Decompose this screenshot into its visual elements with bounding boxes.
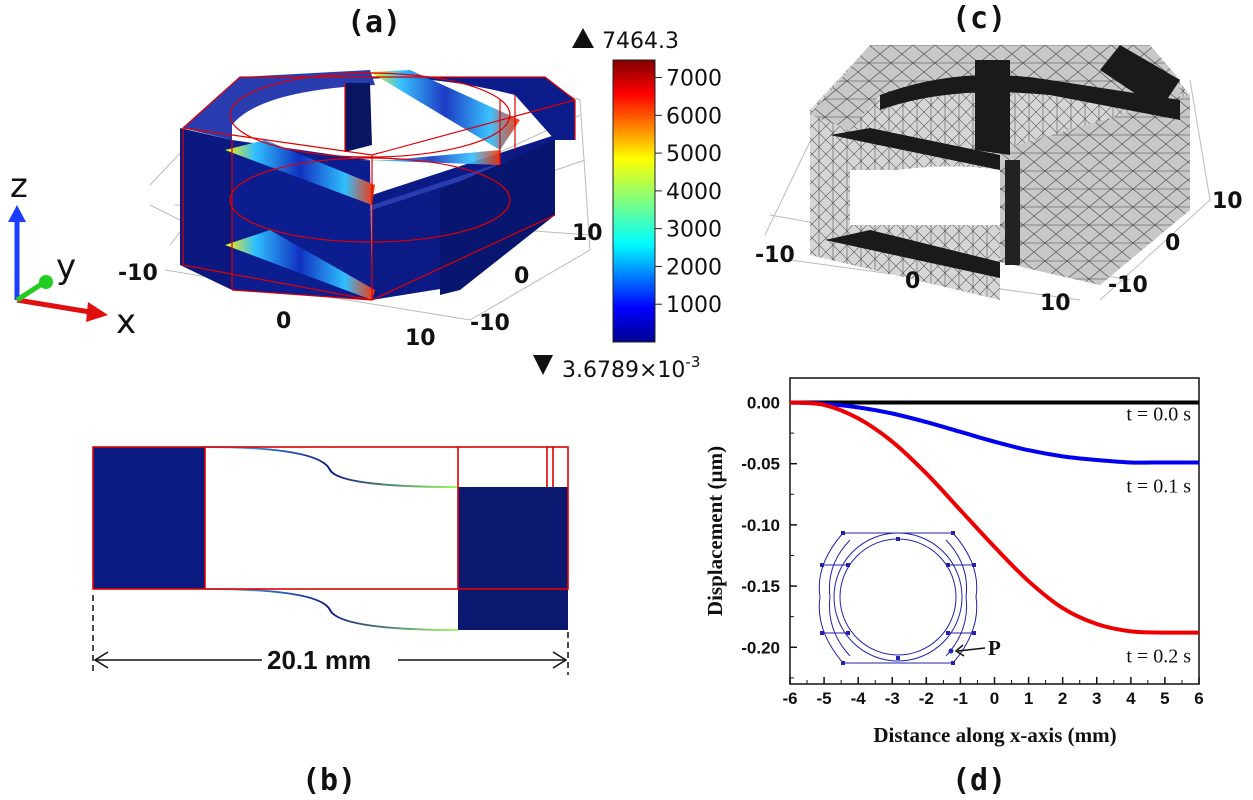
panel-b: 20.1 mm (b): [92, 446, 569, 798]
x-tick-label: -1: [953, 689, 968, 708]
y-tick-label: 0.00: [747, 393, 780, 412]
x-tick-label: 6: [1194, 689, 1203, 708]
y-tick: 10: [572, 221, 603, 246]
x-tick: 10: [405, 326, 436, 351]
y-tick-label: -0.15: [741, 577, 780, 596]
x-tick-label: 3: [1092, 689, 1101, 708]
x-tick-label: 5: [1160, 689, 1169, 708]
panel-a-wireframe: [182, 72, 576, 301]
panel-c: (c) -10 0 10 10 0 -10: [755, 1, 1243, 316]
upper-flexure: [204, 446, 459, 488]
y-tick: 0: [1165, 231, 1180, 256]
y-tick: -10: [470, 311, 510, 336]
lower-flexure: [204, 588, 459, 631]
panel-b-label: (b): [302, 763, 356, 798]
colorbar-min-exponent: -3: [685, 353, 700, 371]
panel-d: -6 -5 -4 -3 -2 -1 0 1 2 3 4 5 6 0.00 -0.05 -0.10 -0.15 -0…: [703, 377, 1204, 798]
y-tick: 0: [514, 264, 529, 289]
x-axis-label: x: [116, 302, 136, 342]
x-tick: -10: [755, 243, 795, 268]
x-axis-title: Distance along x-axis (mm): [873, 723, 1116, 747]
colorbar-tick-label: 1000: [666, 293, 722, 318]
colorbar: 7464.3 7000 6000 5000 4000 3000 2000 1000 3.67…: [533, 28, 722, 383]
x-tick: 0: [905, 269, 920, 294]
colorbar-tick-label: 3000: [666, 218, 722, 243]
inset-schematic: [818, 531, 978, 665]
panel-c-label: (c): [952, 1, 1006, 36]
x-tick: 10: [1040, 291, 1071, 316]
series-line: [789, 400, 1199, 465]
arrow-head-icon: [954, 644, 965, 657]
x-tick-label: -5: [817, 689, 832, 708]
chart-series: [789, 400, 1200, 635]
panel-a: (a): [8, 5, 722, 383]
y-tick-label: -0.20: [741, 638, 780, 657]
x-tick-label: -2: [919, 689, 934, 708]
series-label: t = 0.1 s: [1126, 475, 1191, 497]
x-tick-label: 4: [1126, 689, 1136, 708]
x-tick: 0: [276, 309, 291, 334]
axis-triad: z y x: [8, 166, 136, 342]
point-p-label: P: [988, 636, 1001, 660]
colorbar-tick-label: 5000: [666, 142, 722, 167]
panel-a-label: (a): [347, 5, 401, 40]
x-tick-label: -3: [885, 689, 900, 708]
y-tick-label: -0.05: [741, 455, 780, 474]
dimension-label: 20.1 mm: [267, 645, 371, 675]
y-tick-label: -0.10: [741, 516, 780, 535]
panel-b-wireframe: [92, 446, 569, 590]
y-axis-label: y: [56, 247, 76, 287]
left-block: [93, 447, 205, 589]
x-tick-label: 2: [1058, 689, 1067, 708]
panel-c-y-ticks: 10 0 -10: [1108, 189, 1243, 298]
panel-a-y-ticks: 10 0 -10: [470, 221, 603, 336]
colorbar-tick-label: 4000: [666, 180, 722, 205]
colorbar-tick-label: 2000: [666, 255, 722, 280]
y-axis-title: Displacement (µm): [703, 446, 727, 616]
dimension-line: [92, 595, 569, 675]
y-tick: 10: [1212, 189, 1243, 214]
point-p-marker: [948, 648, 954, 654]
svg-text:3.6789×10-3: 3.6789×10-3: [562, 353, 700, 383]
x-tick-label: 1: [1024, 689, 1033, 708]
x-tick: -10: [118, 261, 158, 286]
z-axis-label: z: [10, 166, 28, 206]
series-line: [789, 400, 1200, 635]
x-tick-label: -6: [782, 689, 797, 708]
right-block: [458, 487, 568, 630]
colorbar-min: 3.6789×10: [562, 358, 685, 383]
colorbar-tick-label: 6000: [666, 104, 722, 129]
point-p-arrow: [957, 647, 986, 652]
x-tick-label: -4: [851, 689, 867, 708]
colorbar-max: 7464.3: [602, 29, 679, 54]
panel-c-x-ticks: -10 0 10: [755, 243, 1071, 316]
meshed-body: [810, 45, 1190, 300]
x-tick-label: 0: [990, 689, 999, 708]
series-label: t = 0.2 s: [1126, 646, 1191, 668]
panel-a-x-ticks: -10 0 10: [118, 261, 436, 351]
y-tick: -10: [1108, 273, 1148, 298]
colorbar-ticks: 7000 6000 5000 4000 3000 2000 1000: [655, 67, 722, 318]
series-label: t = 0.0 s: [1126, 403, 1191, 425]
min-marker-icon: [533, 355, 553, 375]
panel-d-label: (d): [952, 763, 1006, 798]
colorbar-tick-label: 7000: [666, 67, 722, 92]
max-marker-icon: [572, 28, 594, 48]
series-labels: t = 0.0 s t = 0.1 s t = 0.2 s: [1126, 403, 1191, 667]
chart-ticks: -6 -5 -4 -3 -2 -1 0 1 2 3 4 5 6 0.00 -0.05 -0.10 -0.15 -0…: [741, 393, 1203, 708]
